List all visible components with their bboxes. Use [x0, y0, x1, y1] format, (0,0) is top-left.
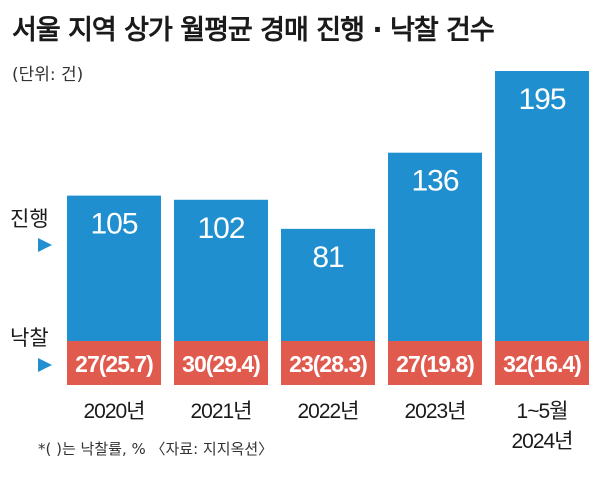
- progress-bar-3: [388, 152, 482, 341]
- unit-label: (단위: 건): [12, 65, 84, 85]
- progress-value-0: 105: [90, 208, 137, 241]
- footnote: *( )는 낙찰률, % 〈자료: 지지옥션〉: [38, 440, 274, 458]
- winning-bar-1: [174, 341, 268, 385]
- category-label-3: 2023년: [404, 400, 465, 423]
- category-label-4: 1~5월: [517, 400, 568, 423]
- winning-bar-3: [388, 341, 482, 385]
- category-label-1: 2021년: [190, 400, 251, 423]
- progress-bar-0: [67, 195, 161, 341]
- progress-value-1: 102: [197, 212, 244, 245]
- progress-value-4: 195: [518, 83, 565, 116]
- legend-side: 진행 낙찰: [10, 207, 52, 372]
- category-label-0: 2020년: [83, 400, 144, 423]
- winning-bar-4: [495, 341, 589, 385]
- winning-value-3: 27(19.8): [396, 351, 474, 377]
- progress-bar-4: [495, 71, 589, 341]
- chart-title: 서울 지역 상가 월평균 경매 진행 · 낙찰 건수: [12, 15, 495, 46]
- winning-bar-0: [67, 341, 161, 385]
- winning-value-0: 27(25.7): [75, 351, 153, 377]
- bars-group: 105 27(25.7) 2020년 102 30(29.4) 2021년 81 23(28.…: [67, 71, 589, 453]
- category-label-2: 2022년: [297, 400, 358, 423]
- winning-value-4: 32(16.4): [503, 351, 581, 377]
- legend-winning-label: 낙찰: [10, 326, 49, 350]
- progress-value-3: 136: [411, 165, 458, 198]
- winning-bar-2: [281, 341, 375, 385]
- progress-bar-1: [174, 199, 268, 341]
- legend-winning-arrow-icon: [38, 358, 52, 372]
- winning-value-2: 23(28.3): [289, 351, 367, 377]
- legend-progress-label: 진행: [10, 207, 49, 231]
- progress-bar-2: [281, 228, 375, 341]
- category-label-4-line2: 2024년: [511, 430, 572, 453]
- winning-value-1: 30(29.4): [182, 351, 260, 377]
- progress-value-2: 81: [312, 241, 344, 274]
- legend-progress-arrow-icon: [38, 238, 52, 252]
